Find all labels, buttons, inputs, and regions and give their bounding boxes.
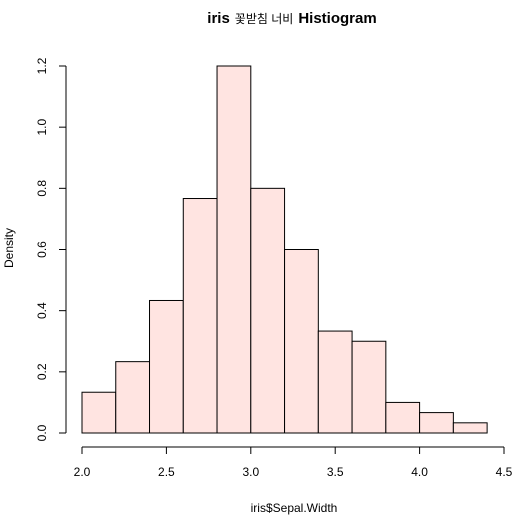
x-tick-label: 4.0 (411, 465, 428, 479)
histogram-bar-4 (182, 198, 218, 434)
x-tick-label: 3.5 (327, 465, 344, 479)
x-tick-label: 2.5 (158, 465, 175, 479)
histogram-bar-3 (149, 299, 184, 434)
x-tick-label: 3.0 (242, 465, 259, 479)
chart-title-part-1: iris (207, 10, 230, 27)
x-axis: 2.0 2.5 3.0 3.5 4.0 4.5 (74, 446, 513, 479)
histogram-bar-2 (115, 361, 151, 434)
x-tick-label: 4.5 (496, 465, 513, 479)
y-tick-label: 0.6 (35, 241, 49, 258)
chart-title-part-2: 꽃받침 너비 (235, 12, 294, 26)
y-tick-label: 0.4 (35, 302, 49, 319)
y-tick-label: 0.2 (35, 363, 49, 380)
histogram-bar-11 (419, 412, 454, 434)
chart-title-part-3: Histiogram (298, 10, 376, 27)
y-axis: 0.0 0.2 0.4 0.6 0.8 1.0 1.2 (35, 57, 67, 441)
histogram-bar-5 (216, 65, 252, 434)
histogram-bars (81, 65, 488, 434)
y-tick-label: 0.8 (35, 180, 49, 197)
histogram-bar-7 (284, 249, 319, 434)
y-tick-label: 0.0 (35, 424, 49, 441)
histogram-bar-12 (452, 422, 488, 434)
histogram-bar-10 (385, 401, 421, 434)
histogram-bar-9 (351, 340, 387, 434)
x-tick-label: 2.0 (74, 465, 91, 479)
histogram-bar-1 (81, 391, 117, 434)
histogram-bar-8 (317, 330, 353, 434)
chart-title: iris 꽃받침 너비 Histiogram (207, 10, 376, 27)
y-axis-label: Density (2, 228, 16, 268)
y-tick-label: 1.2 (35, 57, 49, 74)
y-tick-label: 1.0 (35, 119, 49, 136)
histogram-bar-6 (250, 187, 286, 434)
x-axis-label: iris$Sepal.Width (251, 501, 338, 515)
